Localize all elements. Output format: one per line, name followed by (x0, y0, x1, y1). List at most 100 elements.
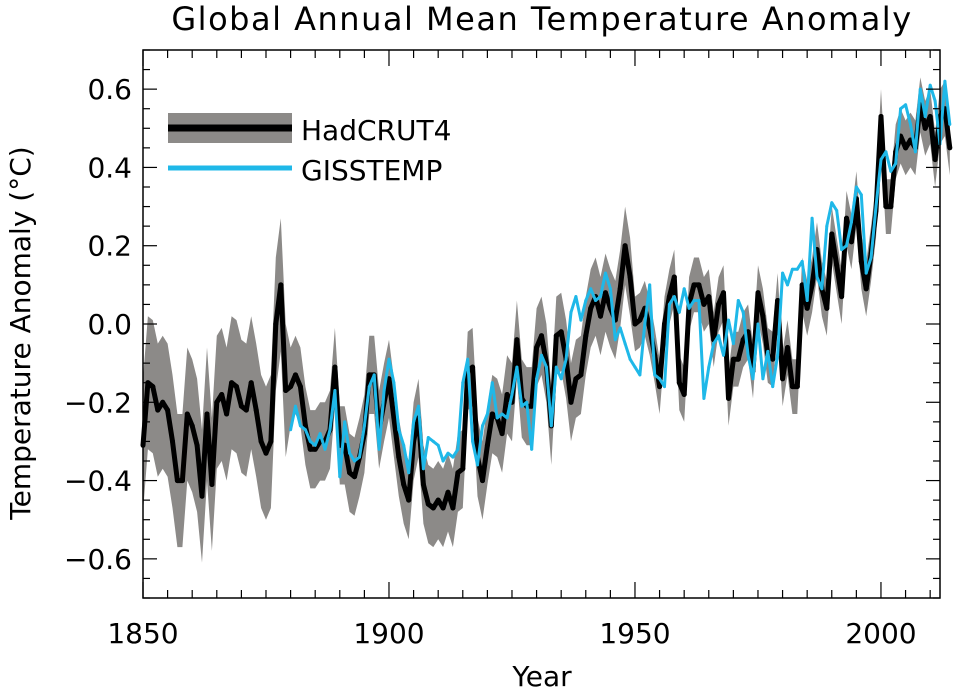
hadcrut4-data-point (307, 446, 313, 452)
gisstemp-data-point (579, 318, 583, 322)
gisstemp-data-point (554, 365, 558, 369)
hadcrut4-data-point (794, 384, 800, 390)
gisstemp-data-point (481, 424, 484, 428)
gisstemp-data-point (628, 357, 632, 361)
x-tick-label: 1950 (599, 617, 670, 650)
gisstemp-data-point (540, 353, 543, 357)
hadcrut4-data-point (170, 438, 175, 444)
legend: HadCRUT4 GISSTEMP (168, 113, 451, 187)
hadcrut4-data-point (780, 376, 786, 382)
hadcrut4-data-point (406, 497, 412, 503)
y-axis-label: Temperature Anomaly (°C) (4, 146, 37, 520)
gisstemp-data-point (500, 412, 504, 416)
x-tick-label: 1900 (353, 617, 424, 650)
gisstemp-data-point (736, 299, 740, 302)
hadcrut4-data-point (440, 505, 446, 511)
hadcrut4-data-point (829, 231, 835, 237)
gisstemp-data-point (692, 299, 696, 302)
gisstemp-data-point (717, 334, 721, 338)
hadcrut4-data-point (553, 333, 559, 339)
gisstemp-data-point (751, 377, 755, 381)
gisstemp-data-point (446, 451, 450, 455)
hadcrut4-data-point (504, 392, 510, 397)
hadcrut4-data-point (617, 286, 623, 292)
gisstemp-data-point (525, 400, 529, 404)
hadcrut4-data-point (888, 204, 894, 210)
gisstemp-data-point (461, 381, 465, 385)
gisstemp-data-point (909, 122, 912, 126)
hadcrut4-data-point (858, 258, 864, 264)
gisstemp-data-point (707, 365, 711, 369)
gisstemp-data-point (776, 353, 780, 357)
gisstemp-data-point (849, 220, 853, 224)
hadcrut4-data-point (573, 376, 579, 382)
gisstemp-data-point (687, 306, 691, 310)
gisstemp-data-point (549, 424, 553, 428)
gisstemp-data-point (943, 79, 947, 83)
gisstemp-data-point (667, 302, 671, 306)
gisstemp-data-point (618, 326, 622, 330)
gisstemp-data-point (559, 377, 563, 381)
gisstemp-data-point (426, 436, 430, 439)
gisstemp-data-point (421, 467, 425, 471)
gisstemp-data-point (604, 271, 607, 275)
gisstemp-data-point (933, 99, 937, 103)
hadcrut4-data-point (224, 411, 230, 417)
hadcrut4-data-point (755, 290, 761, 296)
hadcrut4-data-point (480, 478, 485, 484)
hadcrut4-data-point (632, 321, 638, 327)
hadcrut4-data-point (484, 442, 490, 448)
hadcrut4-data-point (396, 454, 402, 460)
y-tick-labels: −0.6 −0.4 −0.2 0.0 0.2 0.4 0.6 (64, 73, 132, 576)
chart-title: Global Annual Mean Temperature Anomaly (171, 0, 912, 38)
hadcrut4-data-point (809, 282, 815, 288)
hadcrut4-data-point (288, 384, 294, 390)
gisstemp-data-point (564, 357, 568, 361)
hadcrut4-data-point (721, 290, 726, 296)
gisstemp-data-point (338, 475, 342, 479)
gisstemp-data-point (466, 357, 470, 361)
gisstemp-data-point (859, 193, 863, 197)
hadcrut4-data-point (740, 337, 746, 343)
gisstemp-data-point (490, 381, 494, 385)
hadcrut4-data-point (932, 157, 938, 163)
gisstemp-data-point (781, 271, 785, 275)
hadcrut4-data-point (273, 321, 279, 327)
hadcrut4-data-point (238, 403, 244, 409)
gisstemp-data-point (825, 224, 829, 228)
hadcrut4-data-point (155, 407, 161, 413)
hadcrut4-data-point (194, 442, 200, 448)
gisstemp-data-point (741, 310, 745, 314)
gisstemp-data-point (505, 416, 509, 420)
gisstemp-data-point (677, 310, 681, 314)
hadcrut4-data-point (219, 392, 225, 397)
hadcrut4-data-point (391, 415, 397, 421)
hadcrut4-data-point (701, 301, 707, 307)
y-tick-label: 0.2 (87, 230, 132, 263)
hadcrut4-data-point (947, 145, 953, 151)
gisstemp-data-point (451, 455, 455, 459)
gisstemp-data-point (574, 295, 578, 299)
hadcrut4-data-point (622, 243, 628, 249)
gisstemp-data-point (298, 424, 302, 428)
y-tick-label: −0.2 (64, 386, 132, 419)
gisstemp-data-point (815, 275, 819, 279)
hadcrut4-data-point (568, 399, 574, 405)
gisstemp-data-point (353, 459, 356, 463)
gisstemp-data-point (328, 428, 332, 432)
gisstemp-data-point (633, 365, 637, 369)
hadcrut4-data-point (209, 482, 215, 487)
gisstemp-data-point (613, 338, 617, 342)
gisstemp-data-point (515, 365, 519, 369)
hadcrut4-data-point (489, 411, 495, 417)
gisstemp-data-point (594, 299, 598, 302)
hadcrut4-data-point (253, 407, 259, 413)
gisstemp-data-point (289, 428, 293, 432)
hadcrut4-data-point (430, 505, 436, 511)
hadcrut4-data-point (726, 395, 731, 401)
hadcrut4-data-point (804, 305, 810, 311)
hadcrut4-data-point (460, 466, 466, 472)
gisstemp-data-point (535, 377, 539, 381)
gisstemp-data-point (653, 373, 657, 377)
gisstemp-data-point (904, 103, 908, 107)
